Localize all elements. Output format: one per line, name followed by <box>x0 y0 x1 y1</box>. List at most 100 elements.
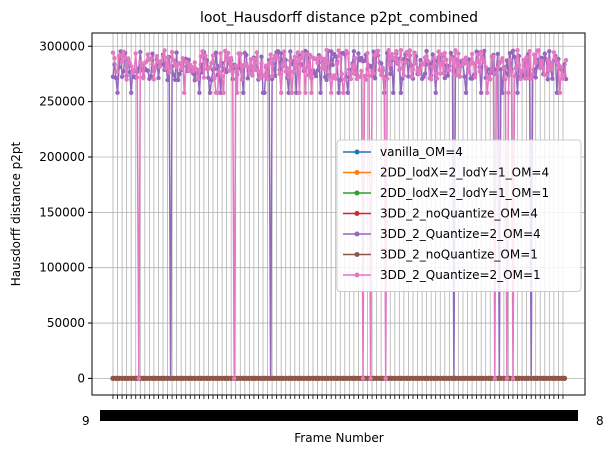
series-point <box>295 50 300 55</box>
series-point <box>288 58 293 63</box>
series-point <box>510 376 516 381</box>
series-point <box>388 71 393 77</box>
series-point <box>353 56 358 61</box>
series-point <box>544 72 549 78</box>
x-tick-label-first: 9 <box>82 414 90 428</box>
series-point <box>501 66 507 71</box>
series-point <box>547 49 552 54</box>
series-point <box>225 50 231 56</box>
series-point <box>338 54 343 59</box>
series-point <box>315 68 320 73</box>
series-point <box>430 52 435 57</box>
series-point <box>119 74 125 80</box>
series-point <box>518 76 523 82</box>
series-point <box>418 57 423 63</box>
series-point <box>233 63 238 68</box>
series-point <box>325 60 331 66</box>
series-point <box>430 64 435 70</box>
series-point <box>156 75 161 81</box>
series-point <box>351 49 357 54</box>
series-point <box>265 76 270 82</box>
series-point <box>477 69 482 74</box>
series-point <box>186 68 191 74</box>
series-point <box>157 64 163 69</box>
series-point <box>388 62 393 67</box>
series-point <box>425 58 431 64</box>
series-point <box>433 90 438 96</box>
series-point <box>179 66 184 71</box>
series-point <box>371 71 376 76</box>
series-point <box>474 60 479 65</box>
legend-marker <box>354 170 360 175</box>
series-point <box>165 55 170 60</box>
series-point <box>444 57 449 62</box>
series-point <box>550 67 555 72</box>
series-point <box>424 48 429 54</box>
series-point <box>124 77 129 82</box>
series-point <box>532 52 537 57</box>
series-point <box>460 58 466 63</box>
series-point <box>515 90 520 96</box>
series-5 <box>110 375 567 381</box>
series-point <box>363 77 369 82</box>
series-point <box>398 90 404 96</box>
series-point <box>177 60 182 66</box>
series-point <box>507 58 513 63</box>
series-point <box>215 90 220 96</box>
series-point <box>498 59 504 64</box>
series-point <box>209 60 214 66</box>
series-point <box>509 69 514 75</box>
series-point <box>412 51 417 56</box>
series-point <box>503 77 508 82</box>
series-point <box>244 52 249 58</box>
series-point <box>377 67 382 73</box>
series-point <box>359 68 364 74</box>
series-point <box>154 54 160 59</box>
series-point <box>418 66 423 71</box>
series-point <box>171 58 176 63</box>
series-point <box>447 68 452 73</box>
series-point <box>368 376 373 381</box>
series-point <box>245 76 250 81</box>
series-point <box>368 63 373 69</box>
series-point <box>239 77 244 82</box>
series-point <box>197 68 202 73</box>
series-point <box>529 76 534 81</box>
series-point <box>360 376 366 381</box>
series-point <box>456 51 461 56</box>
series-point <box>115 69 120 74</box>
series-point <box>200 49 205 54</box>
series-point <box>198 54 204 59</box>
series-point <box>309 90 314 96</box>
series-point <box>221 90 226 96</box>
series-point <box>269 76 275 82</box>
series-point <box>244 61 249 66</box>
chart-title: loot_Hausdorff distance p2pt_combined <box>200 10 478 26</box>
series-point <box>441 71 446 76</box>
series-point <box>289 90 294 96</box>
series-point <box>121 69 126 74</box>
series-point <box>533 75 538 80</box>
series-point <box>335 61 340 66</box>
series-point <box>521 57 526 63</box>
series-point <box>542 51 547 56</box>
legend: vanilla_OM=4 2DD_lodX=2_lodY=1_OM=4 2DD_lo… <box>336 139 582 292</box>
series-point <box>479 49 484 54</box>
series-point <box>407 48 413 53</box>
series-point <box>516 62 522 68</box>
series-point <box>324 47 329 53</box>
series-point <box>250 72 255 78</box>
series-point <box>182 90 187 96</box>
series-point <box>342 77 347 82</box>
series-point <box>321 56 326 61</box>
y-tick-label: 150000 <box>39 205 85 219</box>
series-point <box>322 67 328 72</box>
legend-marker <box>354 190 360 196</box>
x-tick-label-last: 8 <box>596 414 604 428</box>
series-point <box>507 51 513 56</box>
series-point <box>138 49 143 55</box>
series-point <box>406 52 411 57</box>
series-point <box>306 72 311 78</box>
series-point <box>421 62 426 67</box>
series-point <box>166 70 172 75</box>
